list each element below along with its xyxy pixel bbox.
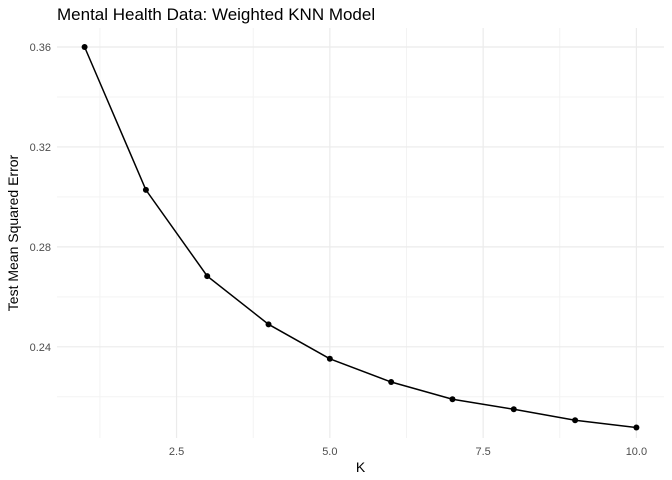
data-point xyxy=(388,379,395,386)
data-point xyxy=(265,321,272,328)
data-point xyxy=(449,396,456,403)
x-tick-labels: 2.5 5.0 7.5 10.0 xyxy=(169,446,647,458)
major-gridlines xyxy=(57,28,664,438)
minor-gridlines xyxy=(57,28,664,438)
x-tick-label: 5.0 xyxy=(322,446,337,458)
y-tick-label: 0.36 xyxy=(30,42,51,54)
data-point xyxy=(510,406,517,413)
data-point xyxy=(326,355,333,362)
x-axis-title: K xyxy=(356,459,366,475)
data-point xyxy=(81,43,88,50)
data-points xyxy=(81,43,640,431)
x-tick-label: 7.5 xyxy=(475,446,490,458)
data-point xyxy=(204,273,211,280)
y-tick-label: 0.32 xyxy=(30,142,51,154)
y-tick-labels: 0.24 0.28 0.32 0.36 xyxy=(30,42,51,354)
x-tick-label: 2.5 xyxy=(169,446,184,458)
chart-title: Mental Health Data: Weighted KNN Model xyxy=(57,5,376,24)
data-point xyxy=(633,424,640,431)
series-line xyxy=(83,46,637,429)
data-point xyxy=(142,186,149,193)
series-line-group xyxy=(83,46,637,429)
data-point xyxy=(572,417,579,424)
y-tick-label: 0.24 xyxy=(30,342,51,354)
x-tick-label: 10.0 xyxy=(626,446,647,458)
y-axis-title: Test Mean Squared Error xyxy=(5,154,21,311)
y-tick-label: 0.28 xyxy=(30,242,51,254)
